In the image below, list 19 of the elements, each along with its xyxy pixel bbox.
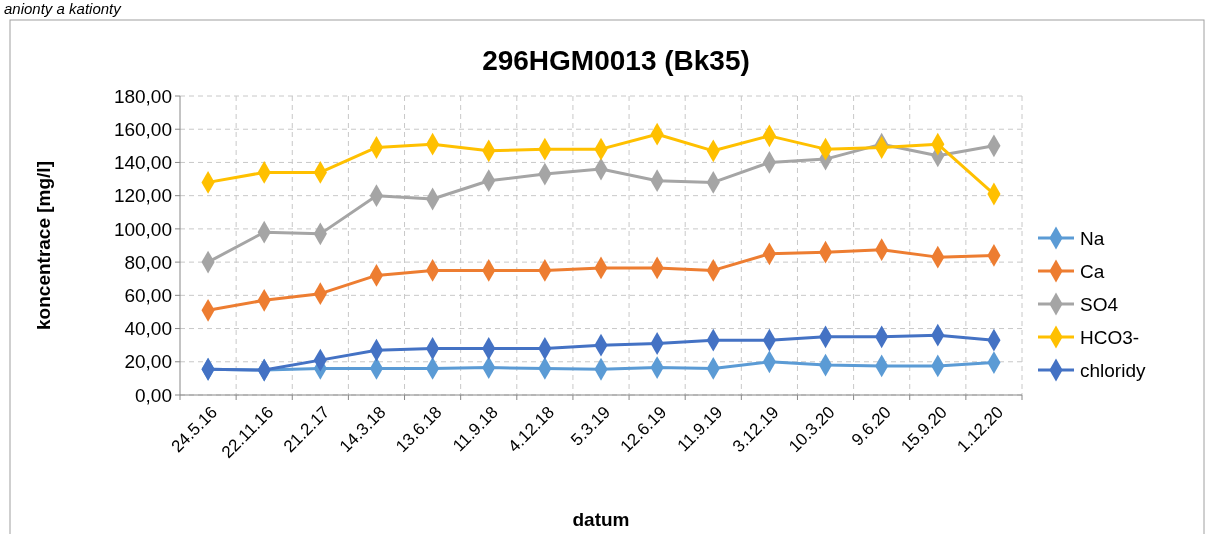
legend-label: HCO3- [1080, 326, 1140, 348]
legend-label: chloridy [1080, 359, 1146, 381]
y-tick-label: 180,00 [113, 85, 172, 107]
legend-label: Na [1080, 227, 1105, 249]
chart-title: 296HGM0013 (Bk35) [482, 45, 750, 76]
y-axis-title: koncentrace [mg/l] [33, 161, 54, 330]
y-tick-label: 120,00 [113, 185, 172, 207]
legend-label: Ca [1080, 260, 1105, 282]
legend-label: SO4 [1080, 293, 1119, 315]
y-tick-label: 160,00 [113, 118, 172, 140]
y-tick-label: 140,00 [113, 152, 172, 174]
text: anionty a kationty [4, 0, 123, 17]
y-tick-label: 100,00 [113, 218, 172, 240]
x-axis-title: datum [572, 509, 630, 530]
y-tick-label: 40,00 [124, 318, 172, 340]
y-tick-label: 80,00 [124, 251, 172, 273]
y-tick-label: 20,00 [124, 351, 172, 373]
y-tick-label: 0,00 [135, 384, 172, 406]
y-tick-label: 60,00 [124, 284, 172, 306]
